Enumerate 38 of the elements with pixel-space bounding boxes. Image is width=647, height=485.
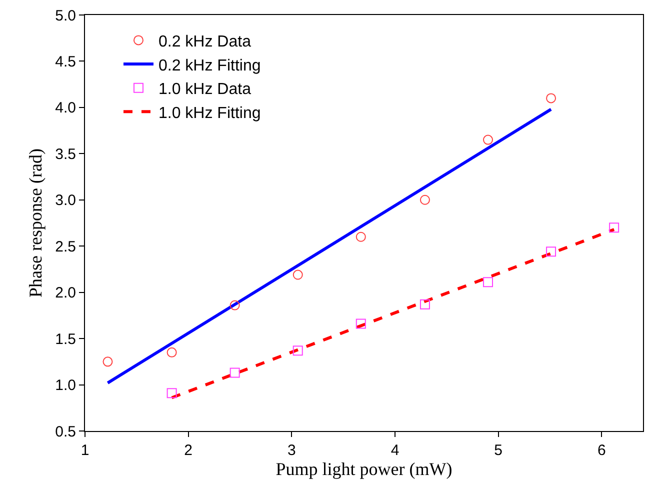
- point: [546, 93, 556, 104]
- point: [166, 388, 177, 398]
- legend-label: 1.0 kHz Fitting: [158, 104, 261, 122]
- point: [546, 246, 556, 257]
- point: [420, 299, 430, 310]
- legend-label: 1.0 kHz Data: [158, 81, 252, 98]
- y-tick-label: 2.0: [55, 284, 76, 302]
- point: [166, 347, 177, 358]
- y-tick-label: 3.5: [55, 146, 76, 163]
- x-tick-label: 2: [184, 442, 192, 459]
- point: [609, 222, 620, 233]
- point: [420, 194, 430, 205]
- y-tick-label: 4.5: [55, 53, 76, 70]
- point: [230, 368, 240, 378]
- point: [292, 270, 303, 280]
- x-tick-label: 4: [390, 442, 400, 459]
- x-tick-label: 3: [288, 442, 296, 459]
- x-tick-label: 5: [494, 442, 502, 459]
- y-tick-label: 3.0: [55, 192, 76, 210]
- point: [102, 356, 113, 367]
- y-tick-label: 1.5: [55, 330, 76, 348]
- x-tick-label: 1: [80, 442, 90, 459]
- y-tick-label: 0.5: [55, 423, 76, 440]
- legend-label: 0.2 kHz Fitting: [158, 57, 261, 74]
- point: [292, 346, 303, 356]
- point: [483, 277, 493, 288]
- y-tick-label: 5.0: [55, 7, 76, 24]
- point: [230, 300, 240, 310]
- y-tick-label: 4.0: [55, 100, 76, 117]
- y-tick-label: 2.5: [55, 238, 76, 256]
- y-tick-label: 1.0: [55, 377, 76, 394]
- x-axis-title: Pump light power (mW): [276, 459, 452, 480]
- x-tick-label: 6: [598, 442, 606, 459]
- legend-label: 0.2 kHz Data: [158, 33, 252, 50]
- point: [483, 134, 493, 145]
- y-axis-title: Phase response (rad): [25, 148, 46, 298]
- point: [356, 318, 366, 329]
- point: [356, 232, 366, 242]
